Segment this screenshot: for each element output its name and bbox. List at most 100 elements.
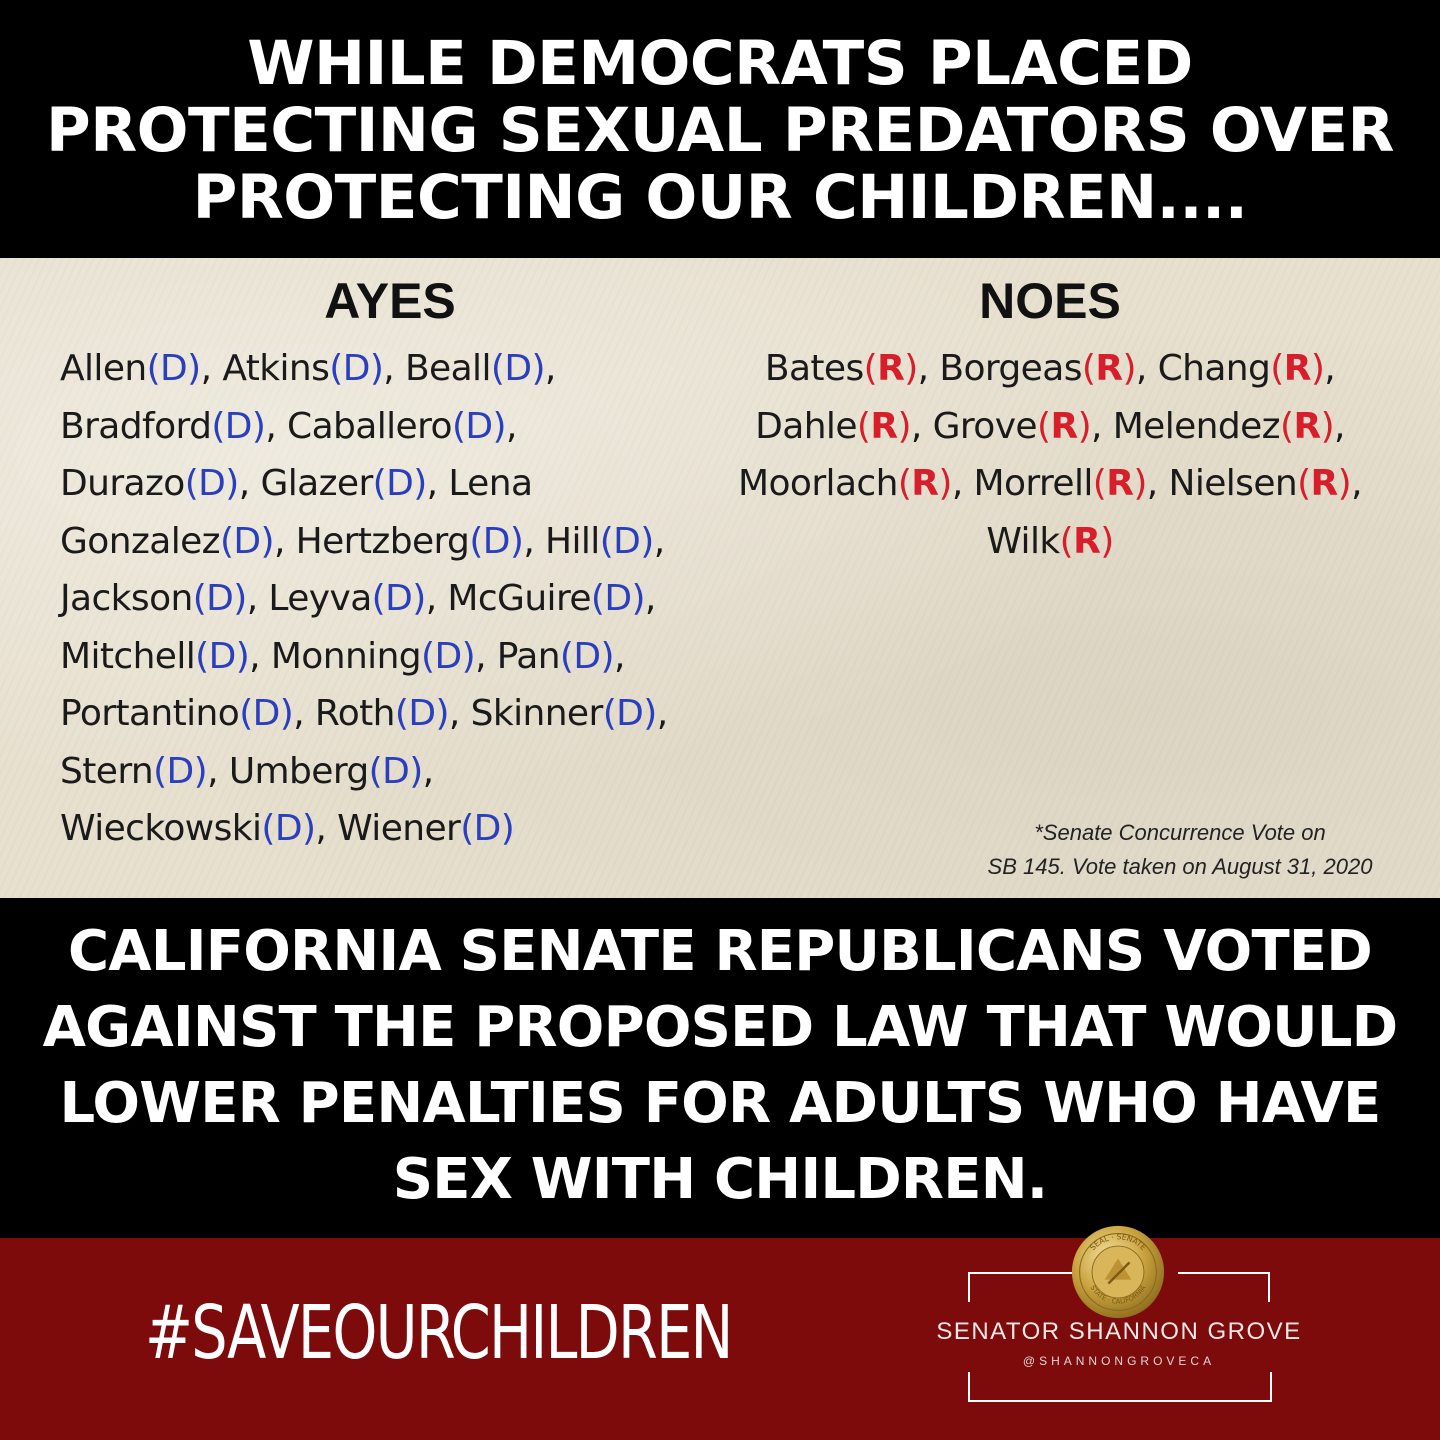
party-tag-republican: (R) [863,348,919,389]
senator-name: Mitchell [60,635,196,677]
paren-close: ) [904,348,918,389]
separator: , [200,348,223,389]
paren-open: ( [1270,348,1284,389]
separator: , [544,348,556,389]
separator: , [475,635,497,677]
ayes-line: Wieckowski(D), Wiener(D) [60,800,760,858]
headline-bottom-line-4: SEX WITH CHILDREN. [392,1147,1048,1212]
paren-open: ( [1279,405,1294,447]
separator: , [265,405,288,447]
paren-open: ( [1036,405,1051,447]
senator-name: Melendez [1112,405,1281,447]
paren-close: ) [897,405,911,447]
party-tag-republican: (R) [857,405,912,447]
noes-heading: NOES [979,273,1121,329]
hashtag: #SAVEOURCHILDREN [145,1290,733,1376]
paren-close: ) [1337,463,1352,504]
vote-list-panel: AYES NOES Allen(D), Atkins(D), Beall(D),… [0,258,1440,898]
separator: , [917,348,940,389]
separator: , [425,578,448,619]
separator: , [383,348,405,389]
footnote-line-1: *Senate Concurrence Vote on [1034,820,1326,845]
paren-close: ) [1133,463,1147,504]
senator-name: Portantino [60,693,240,734]
headline-bottom-line-2: AGAINST THE PROPOSED LAW THAT WOULD [42,995,1399,1060]
ayes-list: Allen(D), Atkins(D), Beall(D), Bradford(D… [60,340,760,858]
party-tag-republican: (R) [1279,405,1335,447]
separator: , [523,520,546,562]
separator: , [1324,348,1336,389]
noes-line: Dahle(R), Grove(R), Melendez(R), [710,398,1390,456]
paren-close: ) [938,463,952,504]
senator-brand-frame: SENATOR SHANNON GROVE @SHANNONGROVECA [936,1272,1300,1402]
top-headline-banner: WHILE DEMOCRATS PLACED PROTECTING SEXUAL… [0,0,1440,258]
separator: , [910,405,933,447]
headline-bottom-line-3: LOWER PENALTIES FOR ADULTS WHO HAVE [59,1071,1382,1136]
headline-bottom-line-1: CALIFORNIA SENATE REPUBLICANS VOTED [68,919,1373,984]
party-letter: R [870,405,898,447]
senator-name: Chang [1157,348,1271,389]
separator: , [1146,463,1169,504]
party-tag-republican: (R) [1270,348,1325,389]
noes-line: Moorlach(R), Morrell(R), Nielsen(R), [710,455,1390,513]
senator-name: Durazo [60,463,185,504]
separator: , [1334,405,1345,447]
separator: , [653,520,665,562]
paren-open: ( [1297,463,1311,504]
senator-name: Bradford [60,405,212,447]
separator: , [1135,348,1158,389]
senator-name: Bates [764,348,864,389]
paren-open: ( [863,348,878,389]
headline-top-line-2: PROTECTING SEXUAL PREDATORS OVER [46,95,1394,166]
ayes-line: Portantino(D), Roth(D), Skinner(D), [60,685,760,743]
paren-open: ( [1081,348,1096,389]
senator-name: SENATOR SHANNON GROVE [936,1318,1302,1345]
bottom-headline-banner: CALIFORNIA SENATE REPUBLICANS VOTED AGAI… [0,898,1440,1238]
footer-band: #SAVEOURCHILDREN SENATOR SHANNON GROVE @… [0,1238,1440,1440]
party-tag-democrat: (D) [195,635,250,677]
senator-name: Hill [545,520,600,562]
party-letter: R [1283,348,1312,389]
senator-name: Moorlach [738,463,898,504]
separator: , [315,808,338,849]
party-letter: R [1310,463,1339,504]
party-tag-republican: (R) [1297,463,1352,504]
party-tag-democrat: (D) [421,635,476,677]
separator: , [613,635,625,677]
separator: , [238,463,261,504]
party-tag-democrat: (D) [371,578,427,619]
separator: , [1091,405,1113,447]
party-tag-democrat: (D) [490,348,546,389]
separator: , [644,578,656,619]
frame-top-left-bracket [968,1272,1100,1302]
party-letter: R [877,348,905,389]
party-tag-democrat: (D) [192,578,248,619]
senator-name: Skinner [470,693,604,734]
party-tag-democrat: (D) [559,635,615,677]
ayes-line: Gonzalez(D), Hertzberg(D), Hill(D), [60,513,760,571]
senator-name: Leyva [268,578,372,619]
party-tag-democrat: (D) [469,520,524,562]
noes-line: Bates(R), Borgeas(R), Chang(R), [710,340,1390,398]
senator-name: Roth [314,693,396,734]
senator-name: Dahle [755,405,857,447]
paren-close: ) [1320,405,1335,447]
senator-name: Nielsen [1168,463,1298,504]
separator: , [448,693,471,734]
separator: , [422,750,434,792]
frame-top-right-bracket [1178,1272,1270,1302]
senator-name: Atkins [222,348,330,389]
paren-open: ( [1092,463,1107,504]
paren-close: ) [1122,348,1136,389]
party-tag-democrat: (D) [153,750,208,792]
ayes-line: Jackson(D), Leyva(D), McGuire(D), [60,570,760,628]
senator-name: McGuire [447,578,591,619]
senator-name: Caballero [287,405,453,447]
party-tag-republican: (R) [1036,405,1092,447]
party-tag-democrat: (D) [211,405,266,447]
separator: , [951,463,974,504]
party-tag-republican: (R) [1060,521,1115,562]
party-tag-democrat: (D) [146,348,202,389]
senator-name: Allen [60,348,147,389]
party-tag-democrat: (D) [394,693,450,734]
